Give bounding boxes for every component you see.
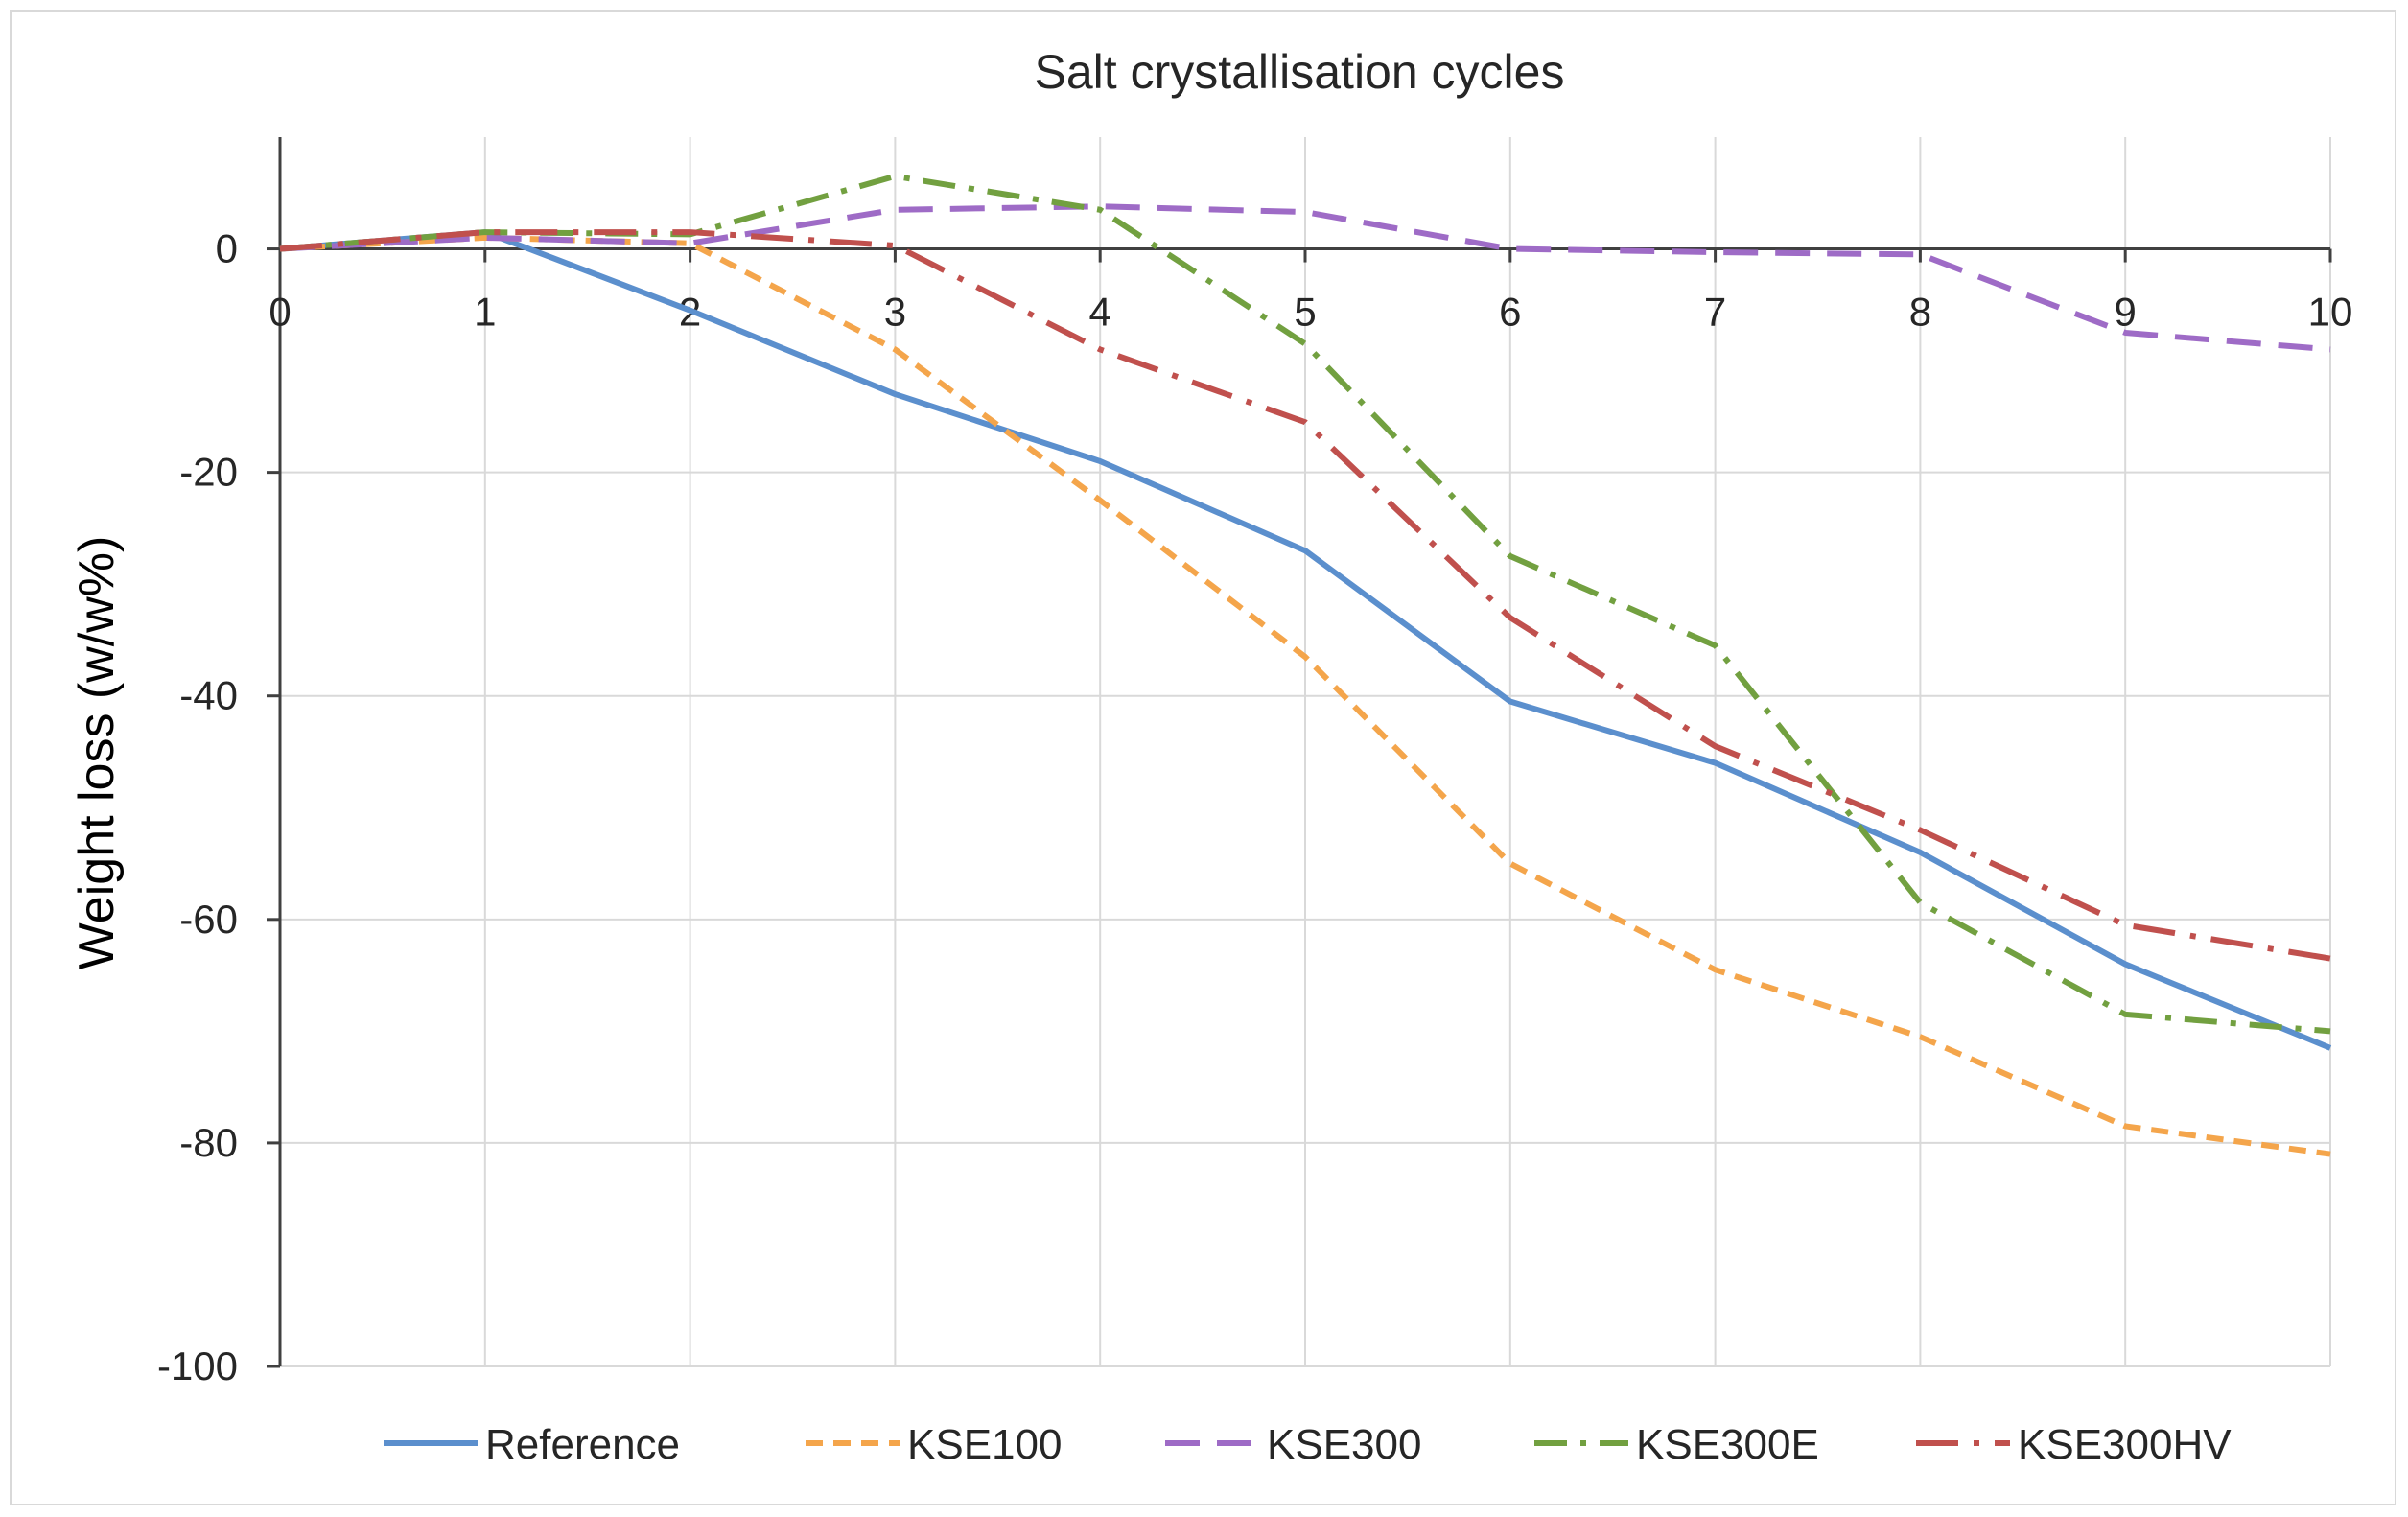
legend-label-kse100: KSE100 — [907, 1421, 1062, 1468]
legend-label-kse300: KSE300 — [1267, 1421, 1421, 1468]
y-tick-label: -20 — [179, 450, 238, 495]
chart-title: Salt crystallisation cycles — [1035, 45, 1565, 99]
x-tick-label: 0 — [269, 290, 291, 335]
axes — [267, 137, 2332, 1368]
x-tick-label: 10 — [2308, 290, 2353, 335]
y-tick-label: -40 — [179, 673, 238, 718]
series-line-kse300hv — [279, 229, 2331, 962]
x-tick-label: 1 — [474, 290, 496, 335]
x-tick-label: 5 — [1294, 290, 1316, 335]
x-tick-label: 4 — [1089, 290, 1111, 335]
y-tick-label: -60 — [179, 897, 238, 942]
y-tick-label: -100 — [157, 1343, 238, 1389]
series-line-kse300 — [279, 203, 2331, 353]
x-tick-label: 9 — [2115, 290, 2137, 335]
legend-label-reference: Reference — [485, 1421, 680, 1468]
legend-label-kse300hv: KSE300HV — [2018, 1421, 2232, 1468]
series-line-reference — [279, 229, 2332, 1051]
x-tick-label: 3 — [884, 290, 906, 335]
x-tick-label: 7 — [1704, 290, 1726, 335]
legend-label-kse300e: KSE300E — [1636, 1421, 1819, 1468]
series-lines — [279, 173, 2332, 1157]
y-tick-label: -80 — [179, 1120, 238, 1165]
y-tick-label: 0 — [216, 226, 238, 271]
x-tick-label: 8 — [1909, 290, 1931, 335]
chart-frame — [10, 10, 2396, 1505]
x-tick-label: 6 — [1499, 290, 1521, 335]
legend: Reference KSE100 KSE300 KSE300E KSE300HV — [384, 1421, 2232, 1468]
y-axis-label: Weight loss (w/w%) — [69, 536, 125, 970]
